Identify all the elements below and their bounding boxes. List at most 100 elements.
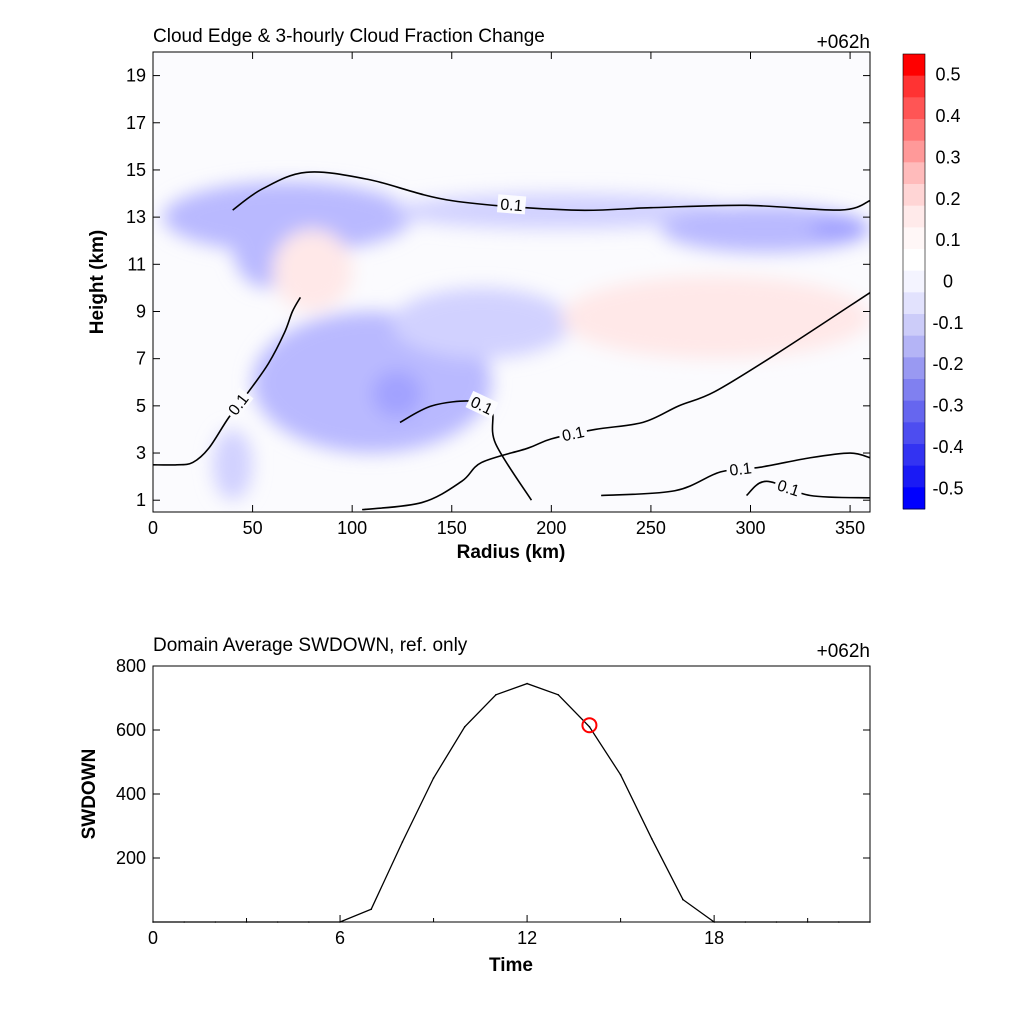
x-tick-label: 200 xyxy=(536,518,566,538)
contour-y-label: Height (km) xyxy=(87,230,108,335)
colorbar-swatch xyxy=(903,119,925,142)
y-tick-label: 400 xyxy=(116,784,146,804)
contour-x-label: Radius (km) xyxy=(457,542,566,563)
y-tick-label: 15 xyxy=(126,160,146,180)
swdown-series-line xyxy=(153,682,870,923)
colorbar-label: -0.5 xyxy=(932,478,963,498)
swdown-point xyxy=(619,774,622,776)
contour-label-bg xyxy=(465,390,499,420)
swdown-point xyxy=(183,921,185,923)
swdown-point xyxy=(682,898,684,901)
colorbar-swatch xyxy=(903,140,925,163)
contour-frame xyxy=(152,51,871,513)
colorbar-swatch xyxy=(903,249,925,272)
negative-change-region xyxy=(392,193,731,229)
x-tick-label: 0 xyxy=(148,518,158,538)
positive-change-region xyxy=(272,228,353,312)
y-tick-label: 17 xyxy=(126,113,146,133)
colorbar-swatch xyxy=(903,292,925,315)
colorbar-swatch xyxy=(903,335,925,358)
colorbar-swatch xyxy=(903,379,925,402)
colorbar-label: -0.4 xyxy=(932,437,963,457)
contour-label-text: 0.1 xyxy=(500,196,524,215)
colorbar-swatch xyxy=(903,270,925,293)
line-plot-area xyxy=(152,665,871,923)
swdown-point xyxy=(838,921,840,923)
colorbar-label: -0.2 xyxy=(932,354,963,374)
contour-label-bg xyxy=(557,421,589,445)
contour-label-bg xyxy=(725,457,756,480)
negative-change-region xyxy=(660,205,870,253)
colorbar-label: 0.4 xyxy=(935,106,960,126)
y-tick-label: 13 xyxy=(126,207,146,227)
y-tick-label: 800 xyxy=(116,656,146,676)
swdown-point xyxy=(744,921,747,923)
colorbar-swatch xyxy=(903,184,925,207)
colorbar: 0.5 0.4 0.3 0.2 0.1 0 -0.1 -0.2 -0.3 -0.4 -0.5 xyxy=(902,53,964,510)
contour-label: 0.1 xyxy=(496,194,527,215)
contour-label: 0.1 xyxy=(725,457,756,480)
y-tick-label: 11 xyxy=(127,254,146,274)
colorbar-label: 0.3 xyxy=(935,147,960,167)
contour-label: 0.1 xyxy=(557,421,589,445)
line-time-label: +062h xyxy=(817,641,870,662)
swdown-point xyxy=(276,921,279,923)
colorbar-swatch xyxy=(903,162,925,185)
contour-label-bg xyxy=(222,387,254,421)
cloud-fraction-shading xyxy=(162,181,870,501)
negative-change-region xyxy=(392,287,572,359)
swdown-point xyxy=(557,694,560,696)
current-time-marker xyxy=(581,717,598,734)
x-tick-label: 6 xyxy=(335,928,345,948)
shading-blur-group xyxy=(162,181,870,501)
positive-change-region xyxy=(561,276,870,359)
negative-change-region xyxy=(372,370,422,418)
colorbar-swatch xyxy=(903,314,925,337)
y-tick-label: 9 xyxy=(136,301,146,321)
line-x-axis: 0 6 12 18 xyxy=(148,915,809,948)
y-tick-label: 600 xyxy=(116,720,146,740)
swdown-point xyxy=(588,726,591,728)
colorbar-swatch xyxy=(903,400,925,423)
colorbar-label: -0.1 xyxy=(932,313,963,333)
line-x-label: Time xyxy=(489,955,533,976)
line-y-label: SWDOWN xyxy=(79,749,100,840)
colorbar-swatches xyxy=(903,54,925,510)
colorbar-swatch xyxy=(903,227,925,250)
colorbar-swatch xyxy=(903,97,925,120)
colorbar-swatch xyxy=(903,422,925,445)
swdown-point xyxy=(650,838,653,840)
y-tick-label: 3 xyxy=(136,443,146,463)
contour-panel: Cloud Edge & 3-hourly Cloud Fraction Cha… xyxy=(87,26,871,563)
swdown-point xyxy=(463,726,466,728)
line-y-axis: 200 400 600 800 xyxy=(116,656,870,868)
colorbar-swatch xyxy=(903,75,925,98)
negative-change-region xyxy=(212,429,253,501)
x-tick-label: 300 xyxy=(735,518,765,538)
contour-label-text: 0.1 xyxy=(729,460,753,480)
colorbar-swatch xyxy=(903,357,925,380)
x-tick-label: 12 xyxy=(517,928,537,948)
x-tick-label: 50 xyxy=(243,518,263,538)
swdown-point xyxy=(526,682,528,685)
swdown-point xyxy=(775,921,778,923)
swdown-point xyxy=(495,694,497,696)
contour-x-axis: 0 50 100 150 200 250 300 350 xyxy=(148,52,865,538)
x-tick-label: 350 xyxy=(835,518,865,538)
swdown-point xyxy=(432,777,435,779)
y-tick-label: 19 xyxy=(126,66,146,86)
x-tick-label: 150 xyxy=(437,518,467,538)
contour-label-bg xyxy=(772,474,805,501)
negative-change-region xyxy=(810,217,870,241)
x-tick-label: 0 xyxy=(148,928,158,948)
colorbar-frame xyxy=(902,53,926,510)
swdown-point xyxy=(370,908,373,910)
swdown-point xyxy=(401,841,404,843)
y-tick-label: 7 xyxy=(136,349,146,369)
colorbar-swatch xyxy=(903,444,925,467)
colorbar-swatch xyxy=(903,465,925,488)
y-tick-label: 200 xyxy=(116,848,146,868)
contour-label-text: 0.1 xyxy=(561,424,586,445)
contour-label-text: 0.1 xyxy=(775,477,801,500)
